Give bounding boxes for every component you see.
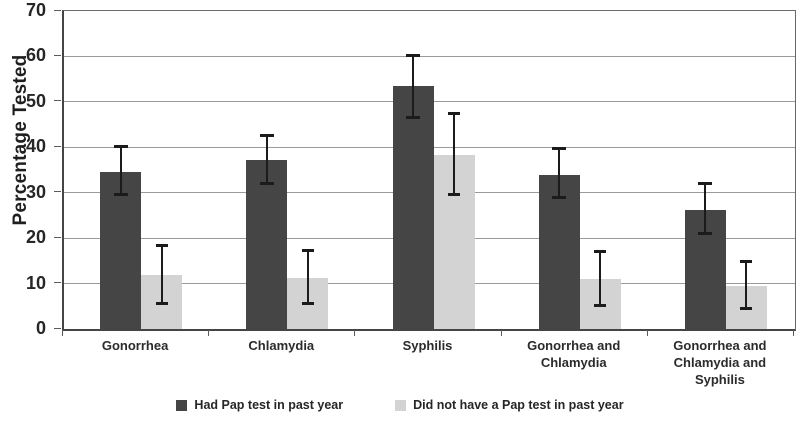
error-bar-cap-bottom: [698, 232, 713, 236]
error-bar-cap-bottom: [301, 302, 314, 305]
error-bar-cap-top: [552, 146, 567, 150]
y-tick-mark-20: [54, 236, 61, 238]
legend-swatch-2: [395, 399, 407, 411]
gridline-60: [64, 55, 795, 57]
error-bar-line: [558, 147, 561, 198]
y-tick-mark-60: [54, 54, 61, 56]
x-category-label-3: Syphilis: [402, 338, 453, 353]
x-category-label-1: Gonorrhea: [101, 338, 169, 353]
x-tick-mark-5: [793, 330, 794, 336]
y-tick-label-50: 50: [25, 90, 46, 111]
plot-area: [62, 10, 796, 331]
y-tick-mark-30: [54, 191, 61, 193]
error-bar-cap-bottom: [113, 192, 128, 196]
y-tick-label-30: 30: [25, 181, 46, 202]
error-bar-line: [160, 244, 163, 305]
y-tick-label-10: 10: [25, 272, 46, 293]
x-category-label-4: Gonorrhea and Chlamydia: [527, 338, 621, 370]
x-tick-mark-4: [646, 330, 648, 336]
y-tick-label-60: 60: [25, 45, 46, 66]
error-bar-line: [453, 113, 455, 195]
legend-label-2: Did not have a Pap test in past year: [413, 398, 624, 412]
error-bar-line: [599, 250, 602, 306]
legend-item-1: Had Pap test in past year: [176, 398, 343, 412]
error-bar-cap-top: [301, 248, 314, 252]
error-bar-cap-bottom: [448, 192, 460, 196]
bar-series0-syphilis: [392, 85, 434, 329]
x-tick-mark-3: [500, 330, 502, 336]
error-bar-cap-bottom: [552, 195, 567, 199]
x-tick-mark-1: [208, 330, 210, 336]
error-bar-cap-bottom: [155, 302, 168, 306]
error-bar-line: [412, 55, 414, 118]
y-tick-label-40: 40: [25, 136, 46, 157]
error-bar-line: [119, 146, 122, 195]
y-tick-label-20: 20: [25, 227, 46, 248]
bar-series0-gonorrhea: [100, 172, 142, 329]
x-tick-mark-2: [354, 330, 356, 336]
error-bar-line: [265, 134, 268, 184]
error-bar-line: [704, 182, 707, 235]
error-bar-line: [306, 249, 309, 304]
y-tick-mark-70: [54, 9, 61, 11]
x-tick-mark-0: [62, 330, 63, 336]
error-bar-cap-top: [698, 181, 713, 185]
error-bar-cap-bottom: [406, 115, 420, 119]
x-category-label-5: Gonorrhea and Chlamydia and Syphilis: [673, 338, 767, 387]
y-tick-mark-10: [54, 282, 61, 284]
bar-series0-chlamydia: [246, 160, 288, 329]
error-bar-cap-top: [155, 243, 168, 247]
error-bar-cap-bottom: [740, 307, 753, 310]
y-tick-mark-0: [54, 327, 61, 329]
error-bar-cap-bottom: [259, 181, 274, 185]
legend-label-1: Had Pap test in past year: [194, 398, 344, 412]
error-bar-cap-top: [594, 249, 607, 253]
legend: Had Pap test in past year Did not have a …: [0, 398, 800, 412]
error-bar-cap-top: [448, 112, 460, 116]
legend-swatch-1: [176, 399, 188, 411]
error-bar-line: [745, 260, 748, 309]
y-tick-mark-40: [54, 145, 61, 147]
legend-item-2: Did not have a Pap test in past year: [395, 398, 624, 412]
error-bar-cap-top: [113, 145, 128, 149]
error-bar-cap-bottom: [594, 303, 607, 307]
y-tick-label-0: 0: [35, 318, 46, 338]
error-bar-cap-top: [259, 133, 274, 137]
error-bar-cap-top: [740, 259, 753, 263]
x-category-label-2: Chlamydia: [248, 338, 315, 353]
error-bar-cap-top: [406, 54, 420, 58]
y-tick-mark-50: [54, 100, 61, 102]
bar-series0-gonorrhea-and-chlamydia: [538, 174, 580, 329]
y-tick-label-70: 70: [25, 0, 46, 20]
